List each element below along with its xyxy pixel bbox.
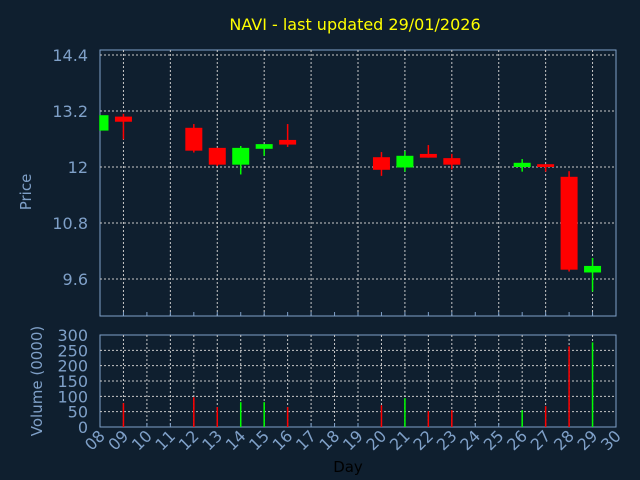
candle-body-13 bbox=[208, 147, 226, 165]
volume-tick-label: 0 bbox=[78, 418, 88, 437]
candle-body-08 bbox=[100, 115, 109, 131]
candle-body-29 bbox=[584, 265, 602, 273]
price-panel: 9.6 10.8 12 13.2 14.4 bbox=[52, 46, 617, 317]
candle-body-09 bbox=[114, 116, 132, 122]
price-tick-label: 12 bbox=[68, 158, 88, 177]
volume-tick-label: 50 bbox=[68, 403, 88, 422]
candle-body-26 bbox=[513, 162, 531, 167]
candle-body-15 bbox=[255, 144, 273, 149]
price-tick-label: 14.4 bbox=[52, 46, 88, 65]
candle-body-23 bbox=[443, 158, 461, 165]
candle-body-21 bbox=[396, 155, 414, 168]
candle-body-16 bbox=[279, 139, 297, 145]
chart-title: NAVI - last updated 29/01/2026 bbox=[229, 15, 480, 34]
price-tick-label: 10.8 bbox=[52, 214, 88, 233]
volume-tick-label: 150 bbox=[57, 372, 88, 391]
candle-body-12 bbox=[185, 127, 203, 151]
candle-body-20 bbox=[372, 157, 390, 170]
volume-axis-label: Volume (0000) bbox=[28, 326, 46, 436]
price-tick-label: 9.6 bbox=[63, 270, 88, 289]
volume-tick-label: 300 bbox=[57, 326, 88, 345]
day-axis-label: Day bbox=[333, 458, 363, 476]
volume-panel: 0501001502002503000809101112131415161718… bbox=[57, 326, 624, 454]
candle-body-14 bbox=[232, 147, 250, 165]
day-tick-label: 30 bbox=[597, 426, 625, 454]
volume-tick-label: 200 bbox=[57, 357, 88, 376]
candle-body-28 bbox=[560, 176, 578, 270]
volume-tick-label: 250 bbox=[57, 341, 88, 360]
candle-body-27 bbox=[537, 164, 555, 167]
price-tick-label: 13.2 bbox=[52, 102, 88, 121]
candle-body-22 bbox=[419, 153, 437, 158]
price-axis-label: Price bbox=[17, 174, 35, 211]
volume-tick-label: 100 bbox=[57, 387, 88, 406]
